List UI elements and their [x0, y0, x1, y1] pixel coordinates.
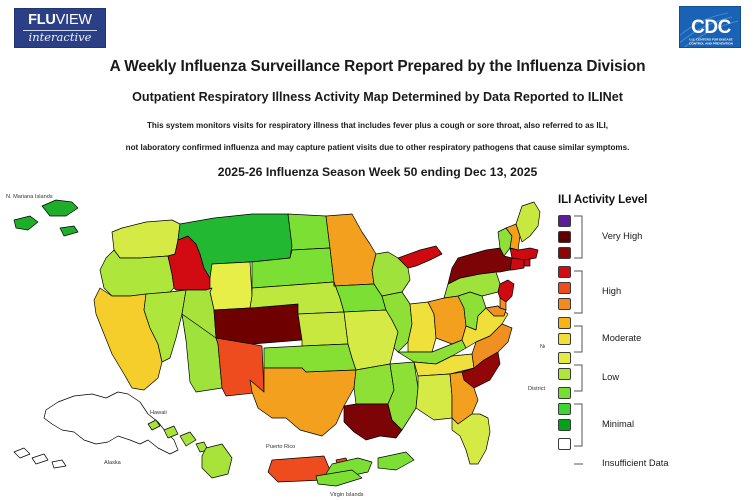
hi-island-5	[201, 443, 233, 479]
page-title: A Weekly Influenza Surveillance Report P…	[109, 58, 646, 75]
legend-swatch-very-high-2[interactable]	[558, 231, 571, 243]
state-AL	[415, 373, 453, 421]
vi-island-2	[377, 451, 415, 471]
ak-island-3	[51, 459, 67, 469]
label-hawaii: Hawaii	[150, 410, 167, 416]
state-GA	[449, 371, 479, 425]
us-ili-activity-map[interactable]: N. Mariana Islands New York City Distric…	[0, 192, 545, 500]
legend-swatch-low-1[interactable]	[558, 352, 571, 364]
fluview-bold-text: FLU	[28, 12, 56, 28]
mp-island-3	[59, 225, 79, 237]
bracket-low	[574, 364, 583, 392]
fluview-wordmark: FLUVIEW	[21, 13, 99, 28]
label-virgin-islands: Virgin Islands	[330, 492, 364, 498]
mp-island-1	[41, 199, 79, 217]
legend-label-low[interactable]: Low	[602, 372, 620, 382]
mp-island-2	[13, 215, 39, 231]
fluview-subtitle: interactive	[28, 29, 92, 44]
cdc-logo-subtext-line1: U.S. CENTERS FOR DISEASE	[689, 38, 733, 42]
map-legend: ILI Activity Level Very High High Moderate…	[558, 193, 748, 476]
state-VA	[461, 305, 509, 349]
state-NY	[447, 247, 513, 285]
hi-island-3	[179, 431, 197, 447]
vi-island-3	[315, 469, 363, 487]
bracket-moderate	[574, 325, 583, 353]
state-AK	[43, 391, 179, 455]
legend-swatch-minimal-2[interactable]	[558, 403, 571, 415]
legend-swatch-high-2[interactable]	[558, 282, 571, 294]
state-WY	[209, 261, 253, 311]
legend-swatch-moderate-2[interactable]	[558, 333, 571, 345]
bracket-high	[574, 270, 583, 314]
label-puerto-rico: Puerto Rico	[266, 444, 295, 450]
state-MS	[387, 361, 419, 431]
ak-island-2	[31, 453, 49, 465]
legend-swatch-very-high-3[interactable]	[558, 247, 571, 259]
label-district-of-columbia: District of Columbia	[528, 386, 545, 392]
cdc-logo-text: CDC	[691, 17, 731, 38]
legend-label-minimal[interactable]: Minimal	[602, 419, 635, 429]
season-week-label: 2025-26 Influenza Season Week 50 ending …	[217, 165, 538, 179]
fluview-light-text: VIEW	[55, 12, 92, 28]
label-alaska: Alaska	[104, 460, 122, 466]
legend-swatch-moderate-1[interactable]	[558, 317, 571, 329]
legend-title: ILI Activity Level	[558, 193, 648, 206]
state-MN	[325, 213, 377, 287]
state-KY	[397, 339, 467, 365]
legend-body: Very High High Moderate Low Minimal Insuffici…	[558, 215, 748, 476]
legend-swatch-column	[558, 215, 574, 454]
state-AR	[353, 363, 395, 405]
fluview-divider	[23, 29, 97, 31]
state-MI	[397, 245, 443, 269]
state-CT	[509, 257, 525, 271]
legend-bracket-connectors	[574, 215, 583, 465]
label-n-mariana-islands: N. Mariana Islands	[6, 194, 53, 200]
state-WA	[111, 219, 181, 259]
legend-label-high[interactable]: High	[602, 286, 622, 296]
state-RI	[523, 258, 531, 267]
legend-label-moderate[interactable]: Moderate	[602, 333, 642, 343]
legend-swatch-high-1[interactable]	[558, 266, 571, 278]
legend-swatch-low-2[interactable]	[558, 368, 571, 380]
legend-swatch-minimal-1[interactable]	[558, 387, 571, 399]
hi-island-1	[147, 419, 161, 431]
cdc-logo-graphic: CDC U.S. CENTERS FOR DISEASE CONTROL AND…	[680, 7, 740, 47]
fluview-logo[interactable]: FLUVIEW interactive	[14, 8, 106, 48]
state-MD	[485, 305, 507, 317]
state-NV	[143, 289, 187, 363]
state-FL	[451, 413, 491, 465]
legend-swatch-insufficient-data[interactable]	[558, 438, 571, 450]
legend-swatch-very-high-1[interactable]	[558, 215, 571, 227]
bracket-very-high	[574, 215, 583, 259]
page-subtitle: Outpatient Respiratory Illness Activity …	[132, 90, 623, 104]
cdc-logo-subtext-line2: CONTROL AND PREVENTION	[689, 42, 733, 46]
label-new-york-city: New York City	[540, 344, 545, 350]
legend-swatch-high-3[interactable]	[558, 298, 571, 310]
legend-swatch-minimal-3[interactable]	[558, 419, 571, 431]
bracket-minimal	[574, 403, 583, 447]
map-svg: N. Mariana Islands New York City Distric…	[6, 194, 545, 498]
state-TX	[249, 367, 357, 437]
state-KS	[297, 311, 349, 347]
ak-island-1	[13, 447, 31, 459]
hi-island-2	[163, 425, 179, 439]
legend-label-very-high[interactable]: Very High	[602, 231, 643, 241]
cdc-logo[interactable]: CDC U.S. CENTERS FOR DISEASE CONTROL AND…	[679, 6, 741, 48]
state-CO	[213, 303, 303, 345]
description-line-2: not laboratory confirmed influenza and m…	[125, 143, 630, 152]
description-line-1: This system monitors visits for respirat…	[146, 121, 609, 130]
legend-label-insufficient-data[interactable]: Insufficient Data	[602, 458, 669, 468]
state-ME	[515, 201, 541, 243]
